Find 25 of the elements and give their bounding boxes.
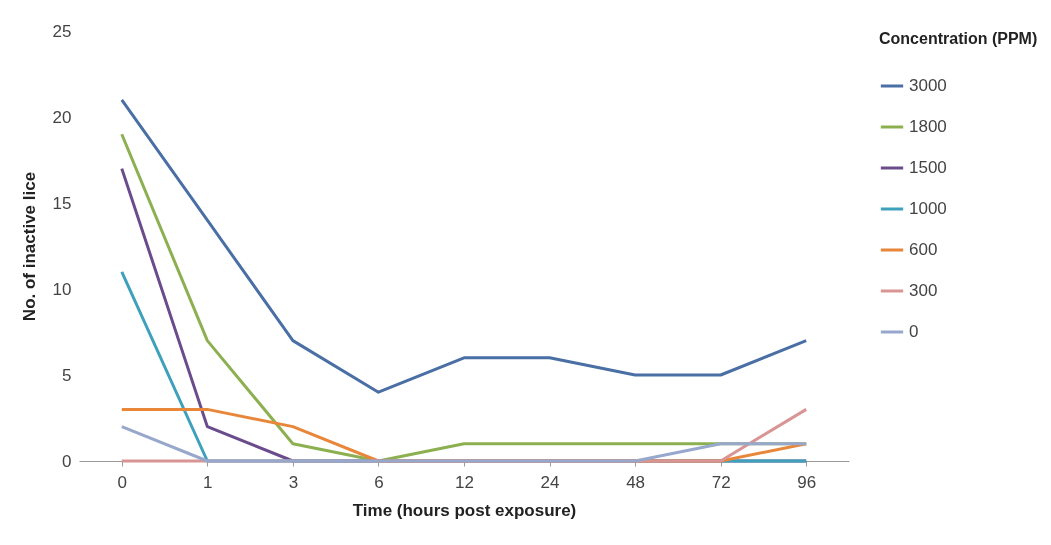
x-tick-label: 12 <box>455 472 474 492</box>
y-tick-label: 5 <box>62 365 72 385</box>
x-tick-label: 24 <box>540 472 560 492</box>
y-tick-label: 0 <box>62 451 72 471</box>
y-tick-label: 20 <box>52 107 72 127</box>
y-tick-label: 25 <box>52 21 72 41</box>
x-tick-label: 3 <box>288 472 299 492</box>
legend-label: 1500 <box>909 158 947 177</box>
x-tick-label: 72 <box>711 472 731 492</box>
x-tick-label: 48 <box>626 472 646 492</box>
y-tick-label: 15 <box>52 193 72 213</box>
legend-label: 1000 <box>909 199 947 218</box>
legend-label: 3000 <box>909 76 947 95</box>
legend-label: 0 <box>909 322 919 341</box>
legend-label: 300 <box>909 281 938 300</box>
x-tick-label: 1 <box>203 472 213 492</box>
legend-label: 1800 <box>909 117 947 136</box>
x-tick-label: 96 <box>797 472 817 492</box>
y-tick-label: 10 <box>52 279 72 299</box>
legend-title: Concentration (PPM) <box>879 30 1038 47</box>
x-tick-label: 6 <box>374 472 384 492</box>
x-axis-title: Time (hours post exposure) <box>352 500 577 520</box>
x-tick-label: 0 <box>117 472 128 492</box>
legend-label: 600 <box>909 240 938 259</box>
y-axis-title: No. of inactive lice <box>19 171 39 322</box>
